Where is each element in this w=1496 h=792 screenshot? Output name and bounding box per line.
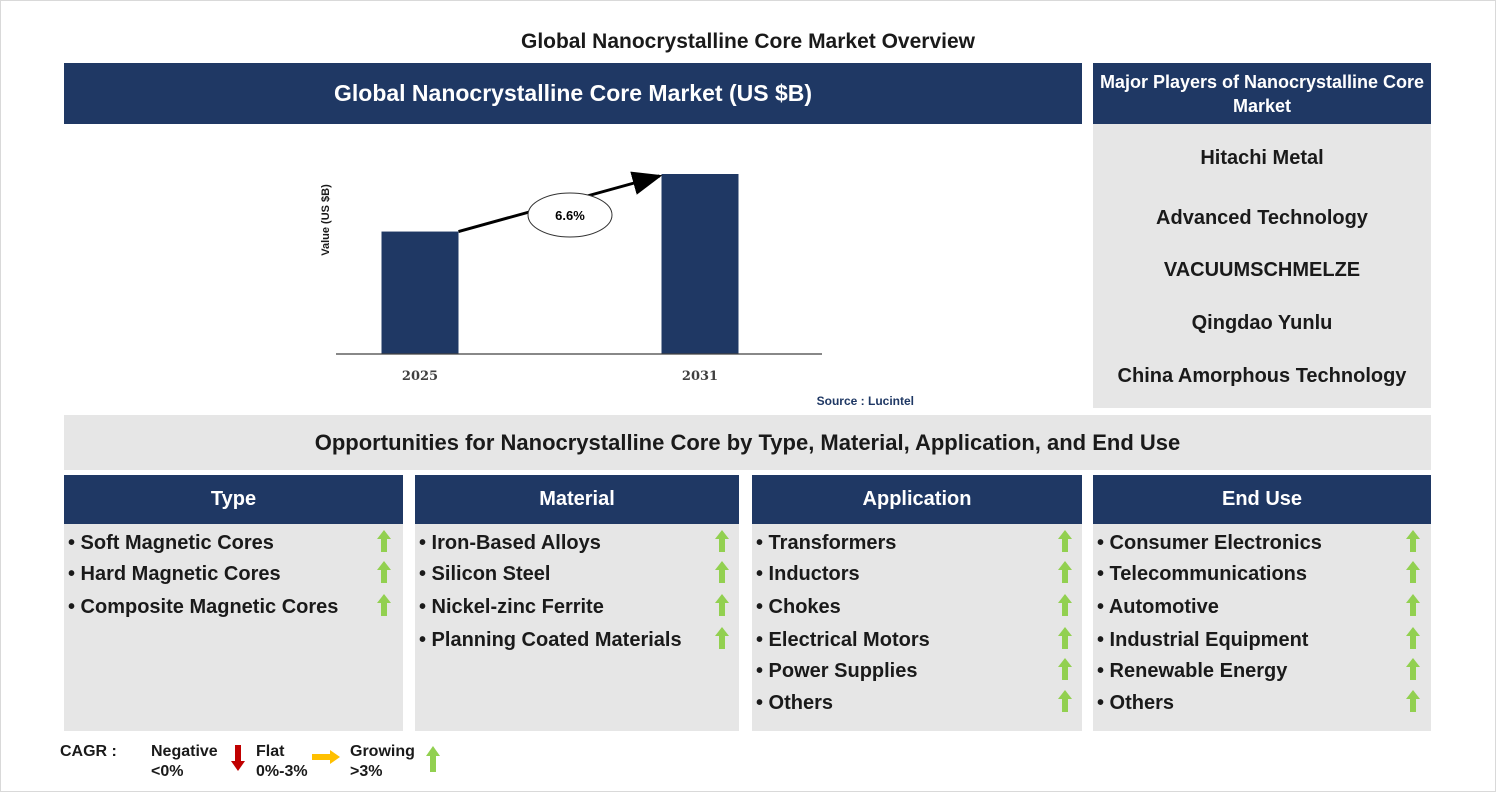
growing-arrow-icon bbox=[715, 561, 729, 583]
list-item: • Silicon Steel bbox=[419, 563, 551, 585]
legend-growing: Growing >3% bbox=[350, 742, 415, 782]
growing-arrow-icon bbox=[377, 594, 391, 616]
list-item: • Iron-Based Alloys bbox=[419, 532, 601, 554]
list-item: • Others bbox=[1097, 692, 1175, 714]
players-panel: Hitachi Metal Advanced Technology VACUUM… bbox=[1093, 124, 1431, 408]
growing-arrow-icon bbox=[1058, 561, 1072, 583]
growing-arrow-icon bbox=[426, 746, 440, 772]
list-item: • Automotive bbox=[1097, 596, 1219, 618]
bar-chart: Value (US $B) 6.6% 2025 2031 Source : Luc… bbox=[320, 171, 914, 408]
opportunities-title: Opportunities for Nanocrystalline Core b… bbox=[64, 415, 1431, 470]
growing-arrow-icon bbox=[1406, 530, 1420, 552]
player-name: Advanced Technology bbox=[1156, 207, 1368, 229]
growing-arrow-icon bbox=[1406, 594, 1420, 616]
list-item: • Telecommunications bbox=[1097, 563, 1308, 585]
list-item: • Composite Magnetic Cores bbox=[68, 596, 339, 618]
list-item: • Transformers bbox=[756, 532, 897, 554]
column-body: • Transformers • Inductors • Chokes • Elect… bbox=[752, 524, 1082, 731]
growing-arrow-icon bbox=[1058, 690, 1072, 712]
player-name: Qingdao Yunlu bbox=[1191, 312, 1333, 334]
column-header-end-use: End Use bbox=[1093, 475, 1431, 524]
growing-arrow-icon bbox=[1406, 561, 1420, 583]
player-name: VACUUMSCHMELZE bbox=[1163, 259, 1361, 281]
cagr-label: 6.6% bbox=[555, 208, 585, 223]
bar-2025 bbox=[381, 231, 459, 354]
growing-arrow-icon bbox=[1406, 690, 1420, 712]
player-name: Hitachi Metal bbox=[1200, 147, 1324, 169]
list-item: • Chokes bbox=[756, 596, 841, 618]
source-label: Source : Lucintel bbox=[817, 394, 914, 408]
growing-arrow-icon bbox=[715, 594, 729, 616]
list-item: • Renewable Energy bbox=[1097, 660, 1288, 682]
player-name: China Amorphous Technology bbox=[1117, 365, 1407, 387]
legend-negative-range: <0% bbox=[151, 763, 184, 780]
list-item: • Others bbox=[756, 692, 834, 714]
list-item: • Power Supplies bbox=[756, 660, 918, 682]
column-header-material: Material bbox=[415, 475, 739, 524]
list-item: • Industrial Equipment bbox=[1097, 629, 1309, 651]
growing-arrow-icon bbox=[1058, 594, 1072, 616]
legend-flat-name: Flat bbox=[256, 743, 285, 760]
list-item: • Soft Magnetic Cores bbox=[68, 532, 274, 554]
column-header-type: Type bbox=[64, 475, 403, 524]
x-tick-label: 2031 bbox=[682, 369, 718, 384]
list-item: • Electrical Motors bbox=[756, 629, 930, 651]
column-body: • Consumer Electronics • Telecommunicatio… bbox=[1093, 524, 1431, 731]
growing-arrow-icon bbox=[1058, 627, 1072, 649]
legend-negative-name: Negative bbox=[151, 743, 218, 760]
flat-arrow-icon bbox=[312, 750, 340, 764]
list-item: • Planning Coated Materials bbox=[419, 629, 682, 651]
cagr-ellipse bbox=[527, 192, 613, 238]
column-body: • Soft Magnetic Cores • Hard Magnetic Cor… bbox=[64, 524, 403, 731]
x-tick-label: 2025 bbox=[402, 369, 438, 384]
chart-header: Global Nanocrystalline Core Market (US $… bbox=[64, 63, 1082, 124]
growing-arrow-icon bbox=[377, 530, 391, 552]
page-title: Global Nanocrystalline Core Market Overv… bbox=[520, 30, 975, 53]
column-header-application: Application bbox=[752, 475, 1082, 524]
players-header: Major Players of Nanocrystalline Core Ma… bbox=[1093, 63, 1431, 124]
growing-arrow-icon bbox=[1058, 530, 1072, 552]
y-axis-label: Value (US $B) bbox=[320, 184, 332, 256]
legend-growing-name: Growing bbox=[350, 743, 415, 760]
negative-arrow-icon bbox=[231, 745, 245, 771]
legend-flat-range: 0%-3% bbox=[256, 763, 308, 780]
legend-label: CAGR : bbox=[60, 743, 117, 760]
legend-negative: Negative <0% bbox=[151, 742, 218, 782]
growing-arrow-icon bbox=[1406, 627, 1420, 649]
list-item: • Consumer Electronics bbox=[1097, 532, 1322, 554]
list-item: • Inductors bbox=[756, 563, 860, 585]
bar-2031 bbox=[661, 174, 739, 354]
growing-arrow-icon bbox=[1058, 658, 1072, 680]
list-item: • Hard Magnetic Cores bbox=[68, 563, 281, 585]
growing-arrow-icon bbox=[1406, 658, 1420, 680]
list-item: • Nickel-zinc Ferrite bbox=[419, 596, 604, 618]
column-body: • Iron-Based Alloys • Silicon Steel • Nick… bbox=[415, 524, 739, 731]
growing-arrow-icon bbox=[715, 627, 729, 649]
legend-growing-range: >3% bbox=[350, 763, 383, 780]
growing-arrow-icon bbox=[715, 530, 729, 552]
legend-flat: Flat 0%-3% bbox=[256, 742, 308, 782]
growing-arrow-icon bbox=[377, 561, 391, 583]
